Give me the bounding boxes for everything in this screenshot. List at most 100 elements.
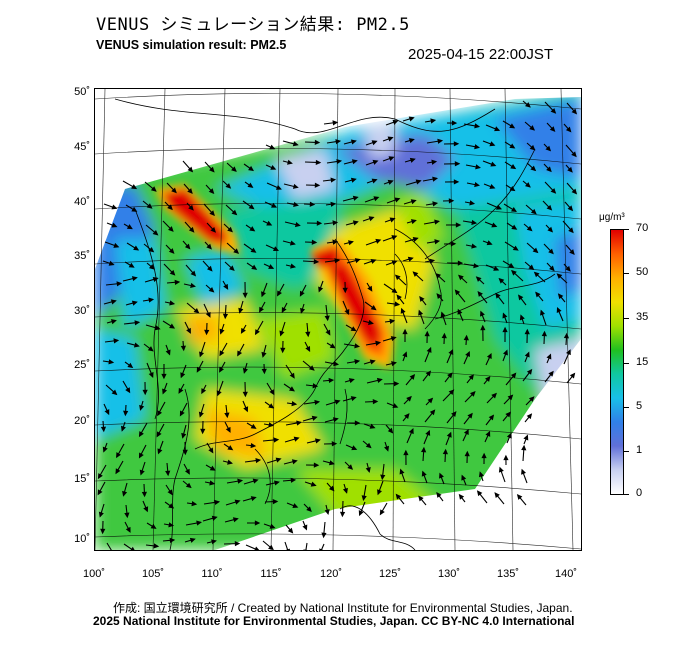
wind-arrow-head (294, 221, 301, 228)
wind-arrow-head (347, 464, 354, 470)
wind-arrow-head (210, 226, 217, 233)
wind-arrow-head (348, 378, 355, 384)
wind-arrow-head (432, 176, 438, 182)
wind-arrow-head (371, 178, 378, 184)
wind-arrow-head (319, 548, 324, 550)
wind-arrow-head (365, 442, 372, 449)
wind-arrow-shaft (305, 542, 308, 550)
wind-arrow-head (480, 310, 485, 317)
wind-arrow-head (190, 282, 196, 289)
wind-arrow-head (563, 332, 570, 339)
wind-arrow-head (474, 144, 481, 150)
wind-arrow-head (467, 412, 473, 419)
wind-arrow-head (139, 469, 145, 476)
wind-arrow-head (234, 499, 241, 505)
concentration-field (95, 97, 581, 550)
wind-arrow-head (427, 397, 434, 404)
wind-arrow-head (429, 409, 436, 416)
wind-arrow-head (324, 509, 330, 515)
wind-arrow-head (237, 350, 243, 357)
wind-arrow-head (130, 546, 135, 550)
wind-arrow-head (133, 342, 140, 348)
wind-arrow-head (406, 395, 412, 402)
wind-arrow-head (209, 465, 216, 471)
wind-arrow-head (448, 348, 454, 355)
wind-arrow-head (111, 389, 118, 396)
wind-arrow-head (273, 437, 280, 443)
wind-arrow-head (342, 487, 348, 494)
wind-arrow-head (509, 123, 516, 129)
wind-arrow-head (526, 368, 533, 375)
wind-arrow-head (250, 442, 257, 449)
wind-arrow-head (502, 326, 508, 333)
wind-arrow-head (296, 420, 303, 426)
wind-arrow-head (292, 183, 299, 189)
wind-arrow-head (332, 120, 339, 126)
wind-arrow-head (332, 417, 339, 423)
wind-arrow-head (147, 346, 154, 352)
wind-arrow-head (152, 229, 159, 236)
wind-arrow-head (225, 183, 232, 189)
lon-label-110: 110˚ (201, 568, 223, 580)
wind-arrow-head (152, 276, 159, 283)
wind-arrow-head (104, 409, 110, 416)
wind-arrow-head (324, 315, 330, 322)
wind-arrow-head (225, 426, 231, 433)
wind-arrow-head (330, 201, 337, 207)
wind-arrow-head (485, 430, 491, 437)
wind-arrow-head (231, 209, 238, 216)
wind-arrow-head (124, 512, 130, 519)
wind-arrow-head (316, 220, 323, 226)
wind-arrow-head (442, 448, 449, 455)
wind-arrow-head (293, 201, 299, 208)
wind-arrow-head (451, 411, 457, 417)
wind-arrow-head (328, 485, 335, 492)
wind-arrow-head (489, 141, 496, 147)
wind-arrow-head (329, 343, 336, 349)
wind-arrow-head (261, 368, 267, 375)
wind-arrow-head (111, 204, 118, 210)
wind-arrow-head (507, 394, 514, 401)
lon-label-130: 130˚ (437, 568, 461, 580)
wind-arrow-head (271, 202, 278, 208)
wind-arrow-head (380, 474, 386, 481)
wind-arrow-head (525, 182, 531, 188)
wind-arrow-head (545, 145, 552, 152)
map-canvas (95, 89, 581, 550)
lat-label-20: 20˚ (74, 415, 90, 427)
wind-arrow-head (252, 478, 259, 484)
wind-arrow-head (425, 429, 431, 436)
wind-arrow-head (148, 246, 155, 253)
wind-arrow-head (530, 165, 537, 172)
wind-arrow-head (242, 367, 248, 374)
wind-arrow-head (388, 156, 395, 162)
wind-arrow-head (219, 350, 225, 357)
wind-arrow-head (291, 459, 298, 465)
wind-arrow-head (309, 201, 316, 207)
wind-arrow-head (521, 444, 527, 451)
wind-arrow-head (368, 319, 374, 325)
wind-arrow-head (571, 188, 578, 195)
wind-arrow-head (123, 410, 129, 417)
wind-arrow-head (402, 328, 408, 335)
wind-arrow-head (464, 450, 470, 457)
wind-arrow-head (495, 292, 501, 299)
wind-arrow-head (211, 539, 217, 545)
wind-arrow-head (148, 372, 154, 379)
wind-arrow-head (287, 527, 294, 534)
wind-arrow-head (277, 290, 282, 297)
wind-arrow-head (154, 325, 161, 331)
wind-arrow-head (436, 491, 442, 498)
wind-arrow-head (199, 351, 205, 358)
title-japanese: VENUS シミュレーション結果: PM2.5 (96, 15, 410, 35)
wind-arrow-head (274, 480, 280, 486)
wind-arrow-head (201, 388, 207, 395)
wind-arrow-head (168, 522, 175, 528)
wind-arrow-head (315, 159, 322, 166)
wind-arrow-head (502, 312, 508, 319)
wind-arrow-head (208, 188, 215, 195)
lat-label-30: 30˚ (74, 305, 90, 317)
wind-arrow-head (167, 204, 173, 211)
wind-arrow-head (486, 240, 493, 246)
wind-arrow-head (528, 396, 535, 402)
